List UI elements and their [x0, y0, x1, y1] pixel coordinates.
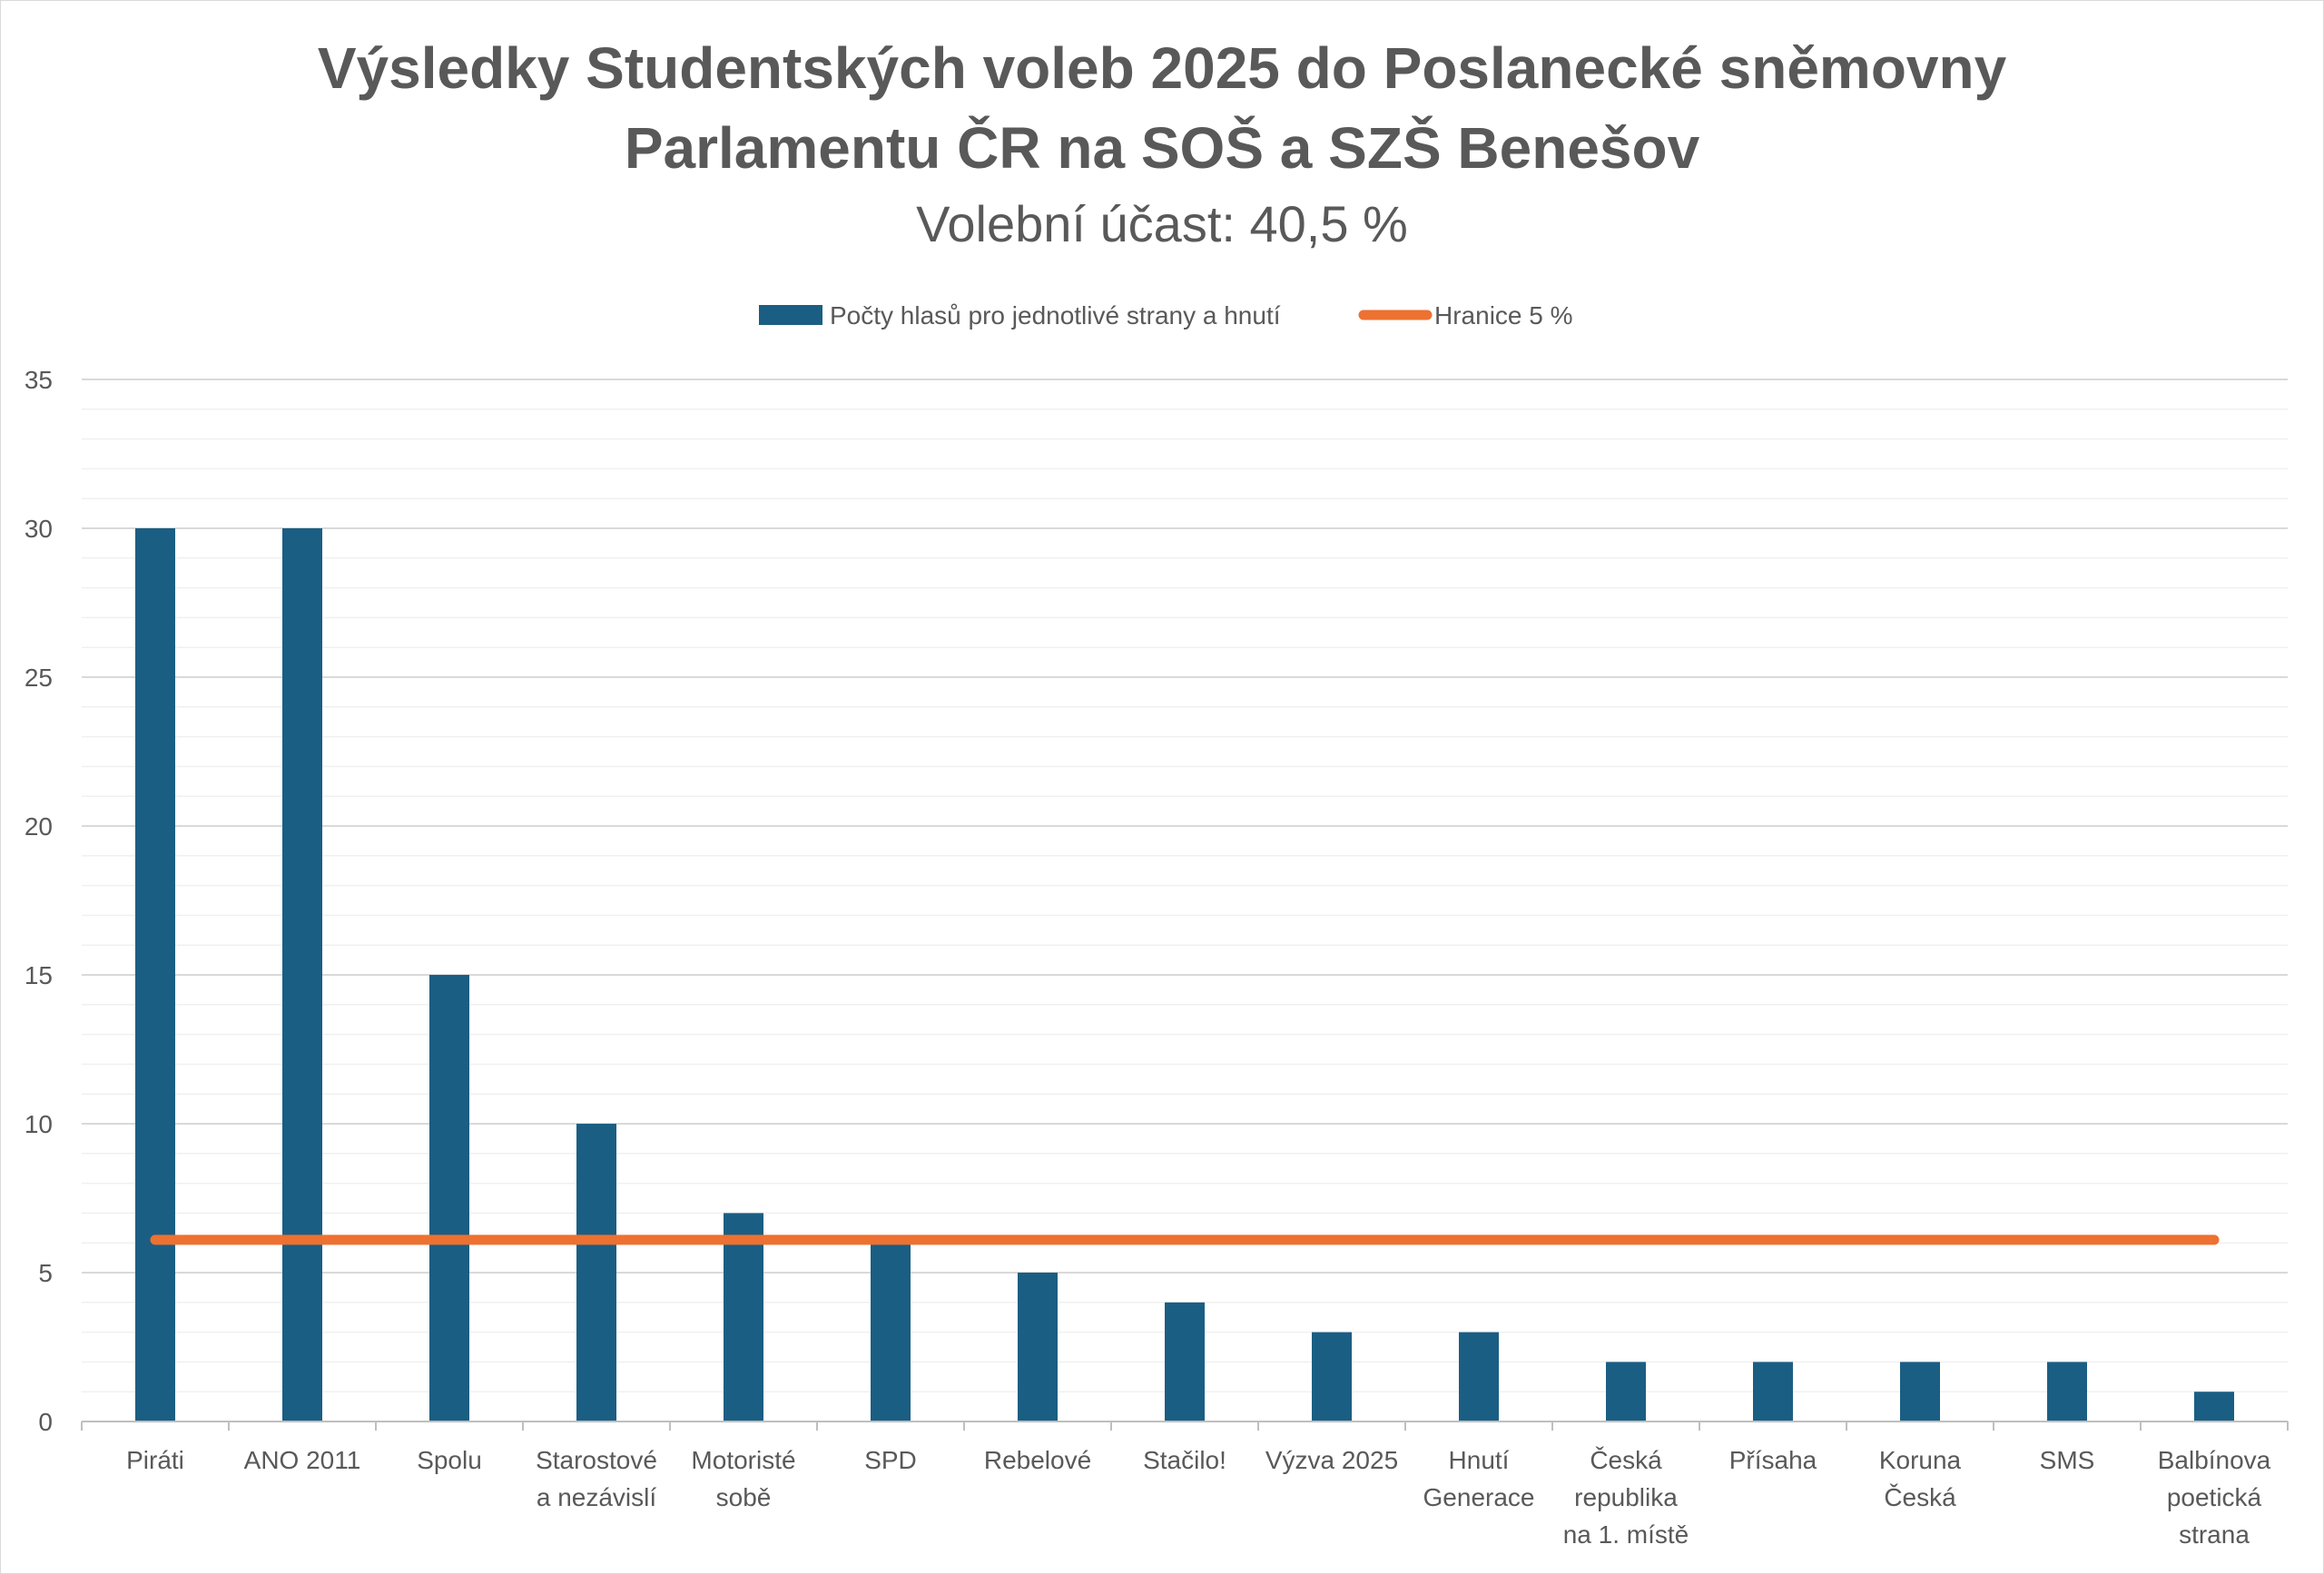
y-tick-label: 25 [25, 664, 53, 692]
bar [1900, 1362, 1940, 1422]
x-tick-label: SPD [864, 1446, 917, 1474]
bar [1753, 1362, 1793, 1422]
bar [871, 1243, 911, 1422]
chart-title-line-1: Výsledky Studentských voleb 2025 do Posl… [317, 35, 2007, 101]
bar [135, 528, 175, 1422]
y-tick-label: 20 [25, 812, 53, 841]
x-tick-label: Přísaha [1729, 1446, 1817, 1474]
bar [2047, 1362, 2087, 1422]
bar [1165, 1302, 1205, 1422]
x-tick-label: Stačilo! [1143, 1446, 1226, 1474]
x-tick-label: Piráti [126, 1446, 184, 1474]
y-tick-label: 10 [25, 1110, 53, 1138]
bar [1606, 1362, 1646, 1422]
bar [724, 1213, 763, 1422]
x-tick-label: SMS [2040, 1446, 2095, 1474]
bars [135, 528, 2234, 1422]
chart-title-line-2: Parlamentu ČR na SOŠ a SZŠ Benešov [624, 115, 1700, 181]
bar [282, 528, 322, 1422]
chart-subtitle: Volební účast: 40,5 % [916, 195, 1408, 252]
x-tick-label: Balbínova poetická strana [2158, 1446, 2271, 1549]
legend-bar-label: Počty hlasů pro jednotlivé strany a hnut… [830, 301, 1281, 330]
bar [2194, 1392, 2234, 1422]
y-tick-label: 30 [25, 515, 53, 543]
x-tick-label: Rebelové [984, 1446, 1091, 1474]
x-tick-label: Česká republika na 1. místě [1563, 1446, 1689, 1549]
bar [1018, 1273, 1058, 1422]
x-axis: Piráti ANO 2011 Spolu Starostové a nezávislí… [81, 1421, 2289, 1549]
x-tick-label: Hnutí Generace [1423, 1446, 1535, 1511]
x-tick-label: Výzva 2025 [1265, 1446, 1398, 1474]
x-tick-label: Koruna Česká [1879, 1446, 1962, 1511]
y-tick-label: 15 [25, 961, 53, 989]
legend-line-label: Hranice 5 % [1434, 301, 1573, 330]
y-tick-label: 0 [38, 1408, 53, 1436]
x-tick-label: Motoristé sobě [691, 1446, 795, 1511]
bar [429, 975, 469, 1422]
x-tick-label: ANO 2011 [244, 1446, 361, 1474]
y-axis: 0 5 10 15 20 25 30 35 [25, 366, 53, 1436]
x-tick-label: Spolu [417, 1446, 482, 1474]
bar [576, 1124, 616, 1422]
chart-legend: Počty hlasů pro jednotlivé strany a hnut… [759, 301, 1573, 330]
bar [1459, 1332, 1499, 1422]
x-tick-label: Starostové a nezávislí [536, 1446, 657, 1511]
y-tick-label: 35 [25, 366, 53, 394]
y-tick-label: 5 [38, 1259, 53, 1287]
bar [1312, 1332, 1352, 1422]
legend-bar-swatch [759, 305, 822, 325]
